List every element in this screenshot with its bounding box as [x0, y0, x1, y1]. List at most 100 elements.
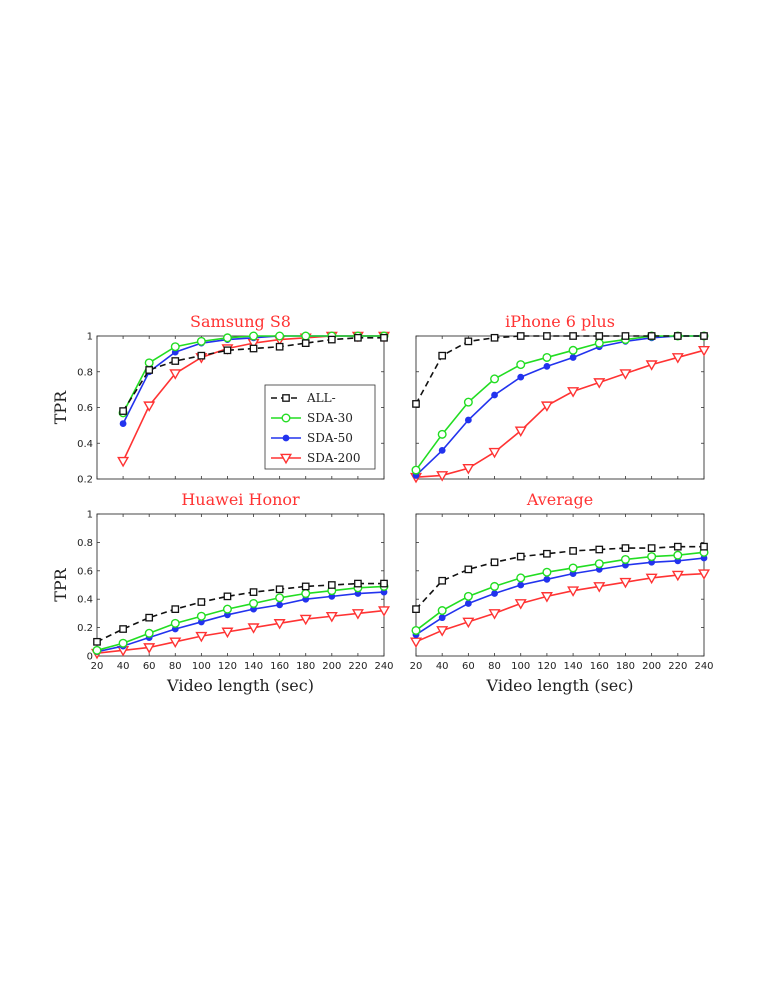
data-point — [144, 358, 154, 368]
data-point — [671, 570, 684, 582]
data-point — [542, 567, 552, 577]
x-tick-label: 140 — [244, 661, 263, 672]
x-tick-label: 220 — [668, 661, 687, 672]
x-tick-label: 40 — [117, 661, 130, 672]
data-point — [170, 342, 180, 352]
data-point — [197, 598, 206, 606]
y-tick-label: 0.8 — [77, 367, 93, 378]
data-point — [540, 592, 553, 603]
data-point — [542, 352, 552, 362]
y-tick-label: 0.4 — [77, 595, 93, 606]
data-point — [276, 601, 284, 609]
data-point — [249, 588, 258, 596]
y-tick-label: 0.2 — [77, 475, 93, 486]
data-point — [621, 544, 630, 552]
series-line — [415, 557, 705, 636]
data-point — [671, 353, 684, 364]
data-point — [301, 582, 310, 591]
data-point — [437, 606, 447, 616]
data-point — [568, 563, 578, 573]
y-axis-label: TPR — [51, 390, 70, 424]
data-point — [647, 544, 656, 552]
data-point — [491, 590, 498, 597]
data-point — [436, 471, 449, 482]
x-tick-label: 160 — [590, 661, 609, 672]
data-point — [438, 614, 446, 622]
data-point — [247, 623, 260, 634]
data-point — [514, 426, 527, 437]
x-axis-label: Video length (sec) — [166, 676, 314, 695]
x-tick-label: 200 — [642, 661, 661, 672]
x-tick-label: 240 — [374, 661, 393, 672]
legend-marker — [282, 434, 290, 442]
data-point — [490, 374, 500, 384]
data-point — [170, 618, 180, 628]
data-point — [221, 627, 234, 639]
data-point — [517, 373, 525, 381]
data-point — [619, 369, 632, 380]
data-point — [437, 429, 447, 439]
data-point — [462, 617, 475, 629]
data-point — [595, 332, 604, 340]
data-point — [119, 420, 127, 427]
data-point — [647, 552, 657, 562]
data-point — [490, 558, 499, 567]
series-line — [96, 582, 384, 643]
data-point — [145, 613, 154, 622]
data-point — [380, 333, 388, 342]
data-point — [594, 338, 604, 348]
series-line — [415, 349, 705, 479]
data-point — [567, 387, 580, 398]
data-point — [171, 357, 180, 365]
x-tick-label: 20 — [91, 661, 104, 672]
data-point — [436, 626, 449, 637]
x-tick-label: 80 — [169, 661, 182, 672]
data-point — [412, 400, 420, 408]
legend-marker — [281, 413, 291, 423]
data-point — [621, 332, 630, 340]
series-line — [415, 335, 704, 477]
data-point — [594, 559, 604, 569]
data-point — [488, 609, 501, 620]
data-point — [463, 397, 473, 407]
y-tick-label: 0 — [87, 652, 93, 663]
data-point — [354, 579, 362, 588]
series-line — [415, 572, 705, 643]
data-point — [569, 547, 577, 555]
x-axis-label: Video length (sec) — [486, 676, 634, 695]
plot-frame — [415, 335, 705, 480]
data-point — [275, 585, 284, 594]
data-point — [169, 637, 182, 649]
data-point — [540, 401, 553, 412]
data-point — [411, 465, 421, 475]
panel-1: Samsung S8 0.2 0.4 0.6 0.8 1 TPR ALL- SDA-30 SDA-… — [51, 312, 391, 486]
data-point — [700, 332, 708, 340]
data-point — [299, 614, 312, 626]
panel-title: Samsung S8 — [190, 312, 291, 331]
y-tick-label: 0.6 — [77, 403, 93, 414]
data-point — [275, 342, 284, 351]
y-tick-label: 1 — [87, 332, 93, 343]
legend-marker — [282, 394, 290, 402]
data-point — [438, 576, 447, 585]
series-line — [96, 591, 385, 653]
y-axis-label: TPR — [51, 567, 70, 601]
data-point — [196, 336, 206, 346]
data-point — [543, 549, 551, 558]
data-point — [488, 447, 501, 459]
data-point — [197, 351, 206, 360]
data-point — [143, 401, 156, 412]
data-point — [516, 573, 526, 583]
data-point — [645, 573, 658, 585]
data-point — [118, 638, 128, 648]
data-point — [195, 631, 208, 643]
panel-title: Huawei Honor — [181, 490, 300, 509]
data-point — [595, 545, 604, 554]
data-point — [117, 456, 130, 468]
data-point — [490, 581, 500, 591]
data-point — [619, 577, 632, 589]
data-point — [569, 354, 577, 361]
y-tick-label: 0.4 — [77, 439, 93, 450]
x-tick-label: 100 — [511, 661, 530, 672]
